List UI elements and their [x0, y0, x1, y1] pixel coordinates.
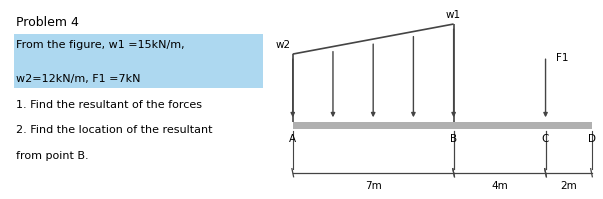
- Text: 2m: 2m: [560, 181, 577, 191]
- Bar: [292, 122, 592, 129]
- Text: from point B.: from point B.: [16, 151, 89, 161]
- Text: D: D: [587, 134, 596, 144]
- Text: 4m: 4m: [491, 181, 508, 191]
- Bar: [14, 34, 264, 88]
- Text: w2=12kN/m, F1 =7kN: w2=12kN/m, F1 =7kN: [16, 74, 141, 84]
- Text: 1. Find the resultant of the forces: 1. Find the resultant of the forces: [16, 100, 203, 109]
- Text: C: C: [542, 134, 549, 144]
- Text: Problem 4: Problem 4: [16, 16, 80, 29]
- Text: From the figure, w1 =15kN/m,: From the figure, w1 =15kN/m,: [16, 40, 185, 50]
- Text: A: A: [289, 134, 296, 144]
- Text: w1: w1: [446, 10, 461, 20]
- Text: F1: F1: [556, 53, 569, 63]
- Text: B: B: [450, 134, 457, 144]
- Text: w2: w2: [276, 40, 291, 50]
- Text: 7m: 7m: [365, 181, 382, 191]
- Text: 2. Find the location of the resultant: 2. Find the location of the resultant: [16, 125, 213, 135]
